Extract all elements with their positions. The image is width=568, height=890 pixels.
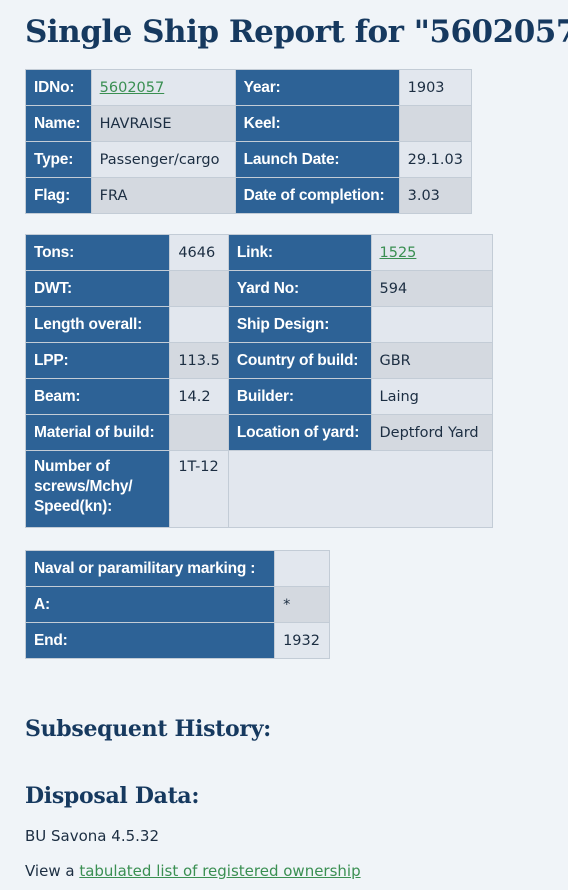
name-label: Name: (25, 105, 92, 142)
location-of-yard-label: Location of yard: (227, 414, 372, 451)
table-row: Name: HAVRAISE Keel: (25, 105, 473, 142)
table-row: A: * (24, 586, 330, 623)
launch-date-label: Launch Date: (234, 141, 400, 178)
idno-link[interactable]: 5602057 (99, 79, 165, 96)
builder-value: Laing (370, 378, 493, 415)
ship-design-label: Ship Design: (227, 306, 372, 343)
launch-date-value: 29.1.03 (398, 141, 473, 178)
table-row: DWT: Yard No: 594 (24, 270, 493, 307)
completion-label: Date of completion: (234, 177, 400, 214)
screws-value: 1T-12 (169, 450, 229, 528)
page-title: Single Ship Report for "5602057" (25, 14, 568, 50)
table-row: Beam: 14.2 Builder: Laing (24, 378, 493, 415)
ownership-link[interactable]: tabulated list of registered ownership (79, 862, 361, 880)
country-of-build-label: Country of build: (227, 342, 372, 379)
view-prefix: View a (25, 862, 80, 880)
yard-no-value: 594 (370, 270, 493, 307)
subsequent-history-heading: Subsequent History: (25, 716, 272, 742)
table-row: Naval or paramilitary marking : (24, 550, 330, 587)
table-row: IDNo: 5602057 Year: 1903 (25, 69, 473, 106)
yard-no-label: Yard No: (227, 270, 372, 307)
link-value: 1525 (370, 234, 493, 271)
year-value: 1903 (398, 69, 473, 106)
table-row: Number of screws/Mchy/ Speed(kn): 1T-12 (24, 450, 494, 528)
screws-label: Number of screws/Mchy/ Speed(kn): (24, 450, 171, 528)
country-of-build-value: GBR (370, 342, 493, 379)
length-overall-value (169, 306, 229, 343)
idno-label: IDNo: (25, 69, 92, 106)
material-value (169, 414, 229, 451)
material-label: Material of build: (24, 414, 171, 451)
keel-label: Keel: (234, 105, 400, 142)
ship-specs-table: Tons: 4646 Link: 1525 DWT: Yard No: 594 … (24, 234, 494, 528)
tons-value: 4646 (169, 234, 229, 271)
location-of-yard-value: Deptford Yard (370, 414, 493, 451)
tons-label: Tons: (24, 234, 171, 271)
ownership-line: View a tabulated list of registered owne… (25, 862, 361, 880)
ship-design-value (370, 306, 493, 343)
naval-marking-table: Naval or paramilitary marking : A: * End… (24, 550, 330, 659)
lpp-label: LPP: (24, 342, 171, 379)
table-row: Material of build: Location of yard: Dep… (24, 414, 493, 451)
end-label: End: (24, 622, 276, 659)
link-label: Link: (227, 234, 372, 271)
beam-value: 14.2 (169, 378, 229, 415)
a-value: * (274, 586, 330, 623)
lpp-value: 113.5 (169, 342, 229, 379)
empty-cell (227, 450, 494, 528)
table-row: Flag: FRA Date of completion: 3.03 (25, 177, 473, 214)
table-row: End: 1932 (24, 622, 330, 659)
dwt-value (169, 270, 229, 307)
year-label: Year: (234, 69, 400, 106)
name-value: HAVRAISE (90, 105, 236, 142)
table-row: Length overall: Ship Design: (24, 306, 493, 343)
dwt-label: DWT: (24, 270, 171, 307)
naval-marking-label: Naval or paramilitary marking : (24, 550, 276, 587)
builder-label: Builder: (227, 378, 372, 415)
idno-value: 5602057 (90, 69, 236, 106)
naval-marking-value (274, 550, 330, 587)
length-overall-label: Length overall: (24, 306, 171, 343)
type-value: Passenger/cargo (90, 141, 236, 178)
beam-label: Beam: (24, 378, 171, 415)
type-label: Type: (25, 141, 92, 178)
table-row: Type: Passenger/cargo Launch Date: 29.1.… (25, 141, 473, 178)
link-number-link[interactable]: 1525 (379, 244, 417, 261)
keel-value (398, 105, 473, 142)
completion-value: 3.03 (398, 177, 473, 214)
flag-value: FRA (90, 177, 236, 214)
ship-identity-table: IDNo: 5602057 Year: 1903 Name: HAVRAISE … (25, 69, 473, 214)
flag-label: Flag: (25, 177, 92, 214)
disposal-text: BU Savona 4.5.32 (25, 827, 159, 845)
table-row: Tons: 4646 Link: 1525 (24, 234, 493, 271)
a-label: A: (24, 586, 276, 623)
end-value: 1932 (274, 622, 330, 659)
disposal-data-heading: Disposal Data: (25, 783, 200, 809)
table-row: LPP: 113.5 Country of build: GBR (24, 342, 493, 379)
